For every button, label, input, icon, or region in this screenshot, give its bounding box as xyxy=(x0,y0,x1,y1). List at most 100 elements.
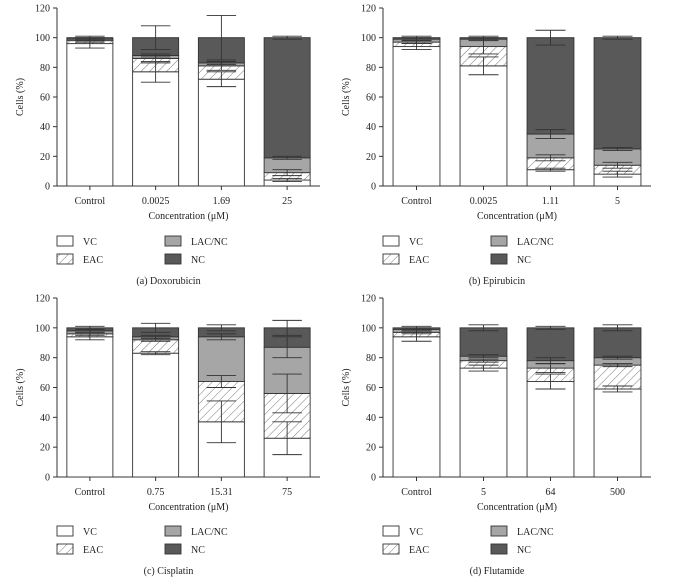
bar-nc-3 xyxy=(526,37,575,135)
x-axis-label: Concentration (μM) xyxy=(477,502,557,513)
legend-swatch-vc xyxy=(56,525,74,537)
bar-eac-4 xyxy=(593,364,642,390)
y-tick-label: 40 xyxy=(40,413,50,424)
y-axis-label: Cells (%) xyxy=(15,78,26,116)
x-tick-label: 500 xyxy=(610,487,625,498)
y-tick-label: 80 xyxy=(40,353,50,364)
x-tick-label: 0.75 xyxy=(147,487,165,498)
bar-nc-3 xyxy=(526,327,575,362)
y-tick-label: 20 xyxy=(366,443,376,454)
legend-label-lac-nc: LAC/NC xyxy=(191,237,228,248)
y-tick-label: 60 xyxy=(40,383,50,394)
legend: VC LAC/NC EAC NC xyxy=(382,235,554,266)
chart-panel-4: 0 20 40 60 80 100 120 Cells (%) Control 5 64 500 Con… xyxy=(341,294,651,577)
legend-swatch-lac-nc xyxy=(490,525,508,537)
bar-nc-4 xyxy=(593,37,642,150)
x-tick-label: 64 xyxy=(546,487,556,498)
x-tick-label: 75 xyxy=(282,487,292,498)
y-tick-label: 80 xyxy=(366,63,376,74)
x-tick-label: 25 xyxy=(282,196,292,207)
chart-panel-1: 0 20 40 60 80 100 120 Cells (%) Control 0.0025 1.6… xyxy=(15,4,320,287)
y-tick-label: 120 xyxy=(361,294,376,305)
legend: VC LAC/NC EAC NC xyxy=(382,525,554,556)
bar-vc-3 xyxy=(197,78,245,187)
y-tick-label: 20 xyxy=(40,443,50,454)
legend-swatch-vc xyxy=(382,525,400,537)
x-axis-label: Concentration (μM) xyxy=(148,502,228,513)
panel-caption: (a) Doxorubicin xyxy=(136,276,200,287)
legend-label-eac: EAC xyxy=(83,255,103,266)
x-tick-label: 1.11 xyxy=(542,196,559,207)
y-tick-label: 20 xyxy=(366,152,376,163)
legend-swatch-eac xyxy=(56,543,74,555)
x-tick-label: Control xyxy=(401,196,432,207)
bar-vc-1 xyxy=(66,336,114,478)
bar-vc-2 xyxy=(459,367,508,478)
legend-swatch-lac-nc xyxy=(490,235,508,247)
x-tick-label: 0.0025 xyxy=(470,196,498,207)
y-tick-label: 120 xyxy=(361,4,376,15)
y-tick-label: 40 xyxy=(366,122,376,133)
legend-label-vc: VC xyxy=(409,237,423,248)
legend: VC LAC/NC EAC NC xyxy=(56,235,228,266)
legend-label-lac-nc: LAC/NC xyxy=(191,527,228,538)
legend-label-nc: NC xyxy=(517,255,531,266)
bar-eac-2 xyxy=(132,339,180,354)
legend-swatch-nc xyxy=(164,253,182,265)
x-tick-label: Control xyxy=(401,487,432,498)
y-tick-label: 0 xyxy=(371,473,376,484)
legend-label-vc: VC xyxy=(409,527,423,538)
legend-label-nc: NC xyxy=(517,545,531,556)
legend-swatch-eac xyxy=(382,253,400,265)
bar-vc-2 xyxy=(132,71,180,187)
y-tick-label: 0 xyxy=(45,182,50,193)
legend-label-nc: NC xyxy=(191,545,205,556)
y-tick-label: 100 xyxy=(35,33,50,44)
legend-swatch-lac-nc xyxy=(164,525,182,537)
legend-label-eac: EAC xyxy=(409,545,429,556)
bar-vc-4 xyxy=(593,388,642,478)
y-tick-label: 0 xyxy=(45,473,50,484)
legend-label-nc: NC xyxy=(191,255,205,266)
y-tick-label: 60 xyxy=(40,93,50,104)
bar-nc-4 xyxy=(593,327,642,359)
y-tick-label: 120 xyxy=(35,294,50,305)
x-axis-label: Concentration (μM) xyxy=(477,211,557,222)
x-axis-label: Concentration (μM) xyxy=(148,211,228,222)
y-tick-label: 40 xyxy=(40,122,50,133)
y-tick-label: 40 xyxy=(366,413,376,424)
y-tick-label: 60 xyxy=(366,93,376,104)
legend-swatch-vc xyxy=(382,235,400,247)
legend-swatch-vc xyxy=(56,235,74,247)
chart-panel-2: 0 20 40 60 80 100 120 Cells (%) Control 0.0025 1.1… xyxy=(341,4,651,287)
bar-nc-2 xyxy=(459,327,508,357)
y-tick-label: 60 xyxy=(366,383,376,394)
x-tick-label: 0.0025 xyxy=(142,196,170,207)
x-tick-label: 1.69 xyxy=(213,196,231,207)
y-tick-label: 100 xyxy=(35,323,50,334)
legend-swatch-nc xyxy=(164,543,182,555)
legend-label-vc: VC xyxy=(83,527,97,538)
y-axis-label: Cells (%) xyxy=(341,368,352,406)
panel-caption: (c) Cisplatin xyxy=(144,566,194,577)
y-tick-label: 80 xyxy=(40,63,50,74)
legend: VC LAC/NC EAC NC xyxy=(56,525,228,556)
panel-caption: (b) Epirubicin xyxy=(469,276,525,287)
y-tick-label: 100 xyxy=(361,323,376,334)
x-tick-label: Control xyxy=(75,487,106,498)
x-tick-label: Control xyxy=(75,196,106,207)
legend-swatch-lac-nc xyxy=(164,235,182,247)
bar-nc-4 xyxy=(263,37,311,159)
x-tick-label: 5 xyxy=(615,196,620,207)
y-tick-label: 20 xyxy=(40,152,50,163)
y-tick-label: 80 xyxy=(366,353,376,364)
bar-vc-2 xyxy=(132,352,180,478)
panel-caption: (d) Flutamide xyxy=(470,566,525,577)
y-tick-label: 120 xyxy=(35,4,50,15)
bar-vc-2 xyxy=(459,65,508,187)
bar-vc-1 xyxy=(66,43,114,187)
y-tick-label: 0 xyxy=(371,182,376,193)
legend-label-lac-nc: LAC/NC xyxy=(517,237,554,248)
legend-label-lac-nc: LAC/NC xyxy=(517,527,554,538)
